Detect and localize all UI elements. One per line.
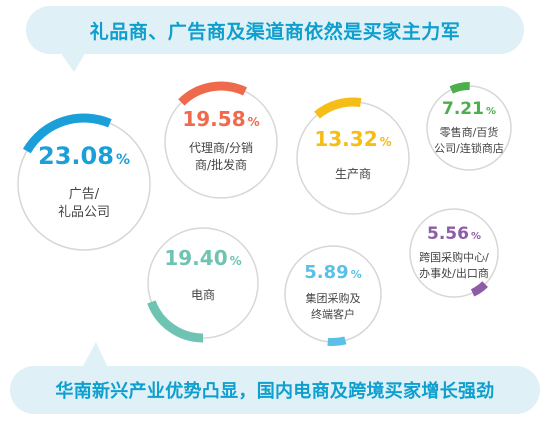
ring-3: 13.32 % 生产商 [296, 97, 410, 215]
bottom-banner: 华南新兴产业优势凸显，国内电商及跨境买家增长强劲 [10, 366, 540, 414]
share-arc [178, 81, 248, 106]
ring-1: 23.08 % 广告/礼品公司 [17, 113, 151, 251]
value-label: 7.21% [442, 99, 496, 119]
bottom-banner-text: 华南新兴产业优势凸显，国内电商及跨境买家增长强劲 [55, 381, 495, 402]
share-arc [470, 281, 488, 297]
ring-6: 5.89 % 集团采购及终端客户 [284, 245, 382, 346]
ring-5: 19.40 % 电商 [147, 227, 259, 343]
value-label: 5.89% [304, 262, 361, 283]
ring-7: 5.56 % 跨国采购中心/办事处/出口商 [409, 208, 499, 298]
bottom-banner-tail [82, 342, 108, 368]
share-arc [327, 336, 347, 346]
top-banner-tail [60, 52, 86, 72]
value-label: 5.56% [427, 224, 481, 244]
category-label: 广告/礼品公司 [58, 187, 110, 220]
top-banner-text: 礼品商、广告商及渠道商依然是买家主力军 [89, 20, 461, 43]
share-arc [147, 300, 204, 343]
value-label: 19.58% [182, 107, 259, 131]
share-arc [449, 82, 470, 94]
ring-2: 19.58 % 代理商/分销商/批发商 [164, 81, 278, 199]
ring-4: 7.21 % 零售商/百货公司/连锁商店 [426, 82, 512, 171]
value-label: 13.32% [314, 127, 391, 151]
category-label: 跨国采购中心/办事处/出口商 [419, 250, 489, 280]
category-label: 电商 [191, 287, 215, 302]
category-label: 生产商 [335, 166, 371, 181]
top-banner: 礼品商、广告商及渠道商依然是买家主力军 [26, 6, 524, 54]
value-label: 19.40% [164, 246, 241, 270]
ring-track [296, 101, 410, 215]
ring-track [409, 208, 499, 298]
category-label: 零售商/百货公司/连锁商店 [434, 125, 504, 155]
category-label: 集团采购及终端客户 [306, 291, 361, 321]
category-label: 代理商/分销商/批发商 [189, 140, 253, 172]
share-arc [314, 97, 362, 119]
share-arc [22, 113, 112, 154]
value-label: 23.08% [38, 142, 130, 170]
